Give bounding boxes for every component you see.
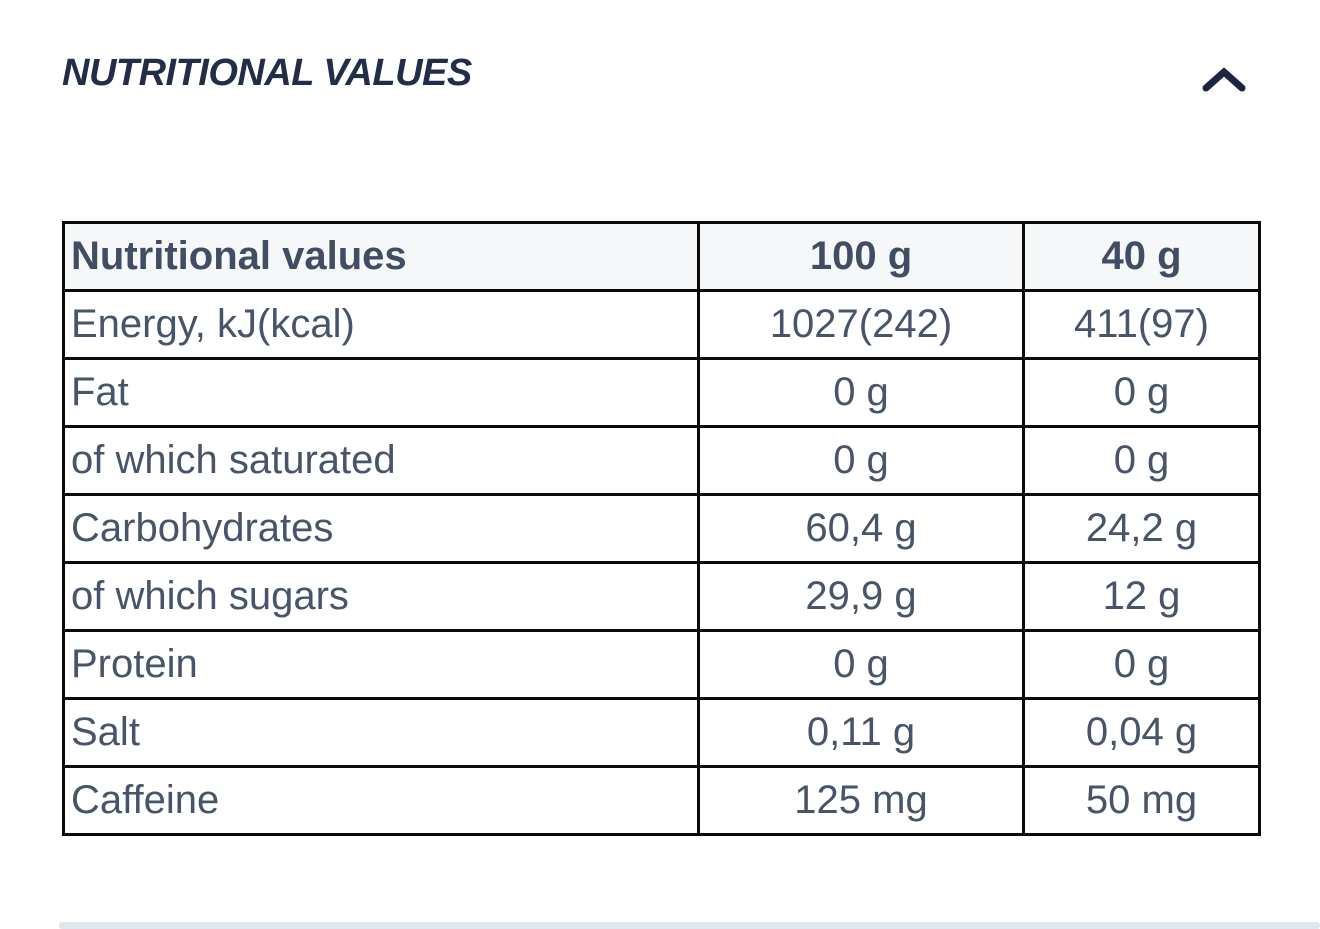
value-per-100g: 125 mg xyxy=(697,765,1025,836)
value-per-100g: 60,4 g xyxy=(697,493,1025,564)
value-per-40g: 0 g xyxy=(1022,629,1261,700)
nutritional-values-section-header: NUTRITIONAL VALUES xyxy=(0,0,1320,130)
chevron-up-icon xyxy=(1201,66,1247,94)
value-per-40g: 411(97) xyxy=(1022,289,1261,360)
table-row: Carbohydrates 60,4 g 24,2 g xyxy=(62,493,1261,564)
collapse-section-button[interactable] xyxy=(1198,62,1250,98)
value-per-100g: 1027(242) xyxy=(697,289,1025,360)
table-row: Energy, kJ(kcal) 1027(242) 411(97) xyxy=(62,289,1261,360)
table-row: Caffeine 125 mg 50 mg xyxy=(62,765,1261,836)
value-per-100g: 29,9 g xyxy=(697,561,1025,632)
table-row: of which sugars 29,9 g 12 g xyxy=(62,561,1261,632)
table-header-row: Nutritional values 100 g 40 g xyxy=(62,221,1261,292)
value-per-100g: 0 g xyxy=(697,357,1025,428)
section-divider xyxy=(59,922,1320,929)
column-header-per-40g: 40 g xyxy=(1022,221,1261,292)
nutrient-label: Fat xyxy=(62,357,700,428)
nutrient-label: of which saturated xyxy=(62,425,700,496)
value-per-40g: 50 mg xyxy=(1022,765,1261,836)
section-title: NUTRITIONAL VALUES xyxy=(62,52,472,94)
nutrient-label: Carbohydrates xyxy=(62,493,700,564)
nutrient-label: Energy, kJ(kcal) xyxy=(62,289,700,360)
value-per-40g: 12 g xyxy=(1022,561,1261,632)
value-per-40g: 0,04 g xyxy=(1022,697,1261,768)
value-per-40g: 0 g xyxy=(1022,357,1261,428)
value-per-100g: 0,11 g xyxy=(697,697,1025,768)
value-per-100g: 0 g xyxy=(697,425,1025,496)
nutrient-label: Protein xyxy=(62,629,700,700)
value-per-40g: 0 g xyxy=(1022,425,1261,496)
nutritional-values-table: Nutritional values 100 g 40 g Energy, kJ… xyxy=(62,221,1261,836)
value-per-100g: 0 g xyxy=(697,629,1025,700)
table-row: Salt 0,11 g 0,04 g xyxy=(62,697,1261,768)
nutrient-label: of which sugars xyxy=(62,561,700,632)
column-header-per-100g: 100 g xyxy=(697,221,1025,292)
column-header-nutrient: Nutritional values xyxy=(62,221,700,292)
value-per-40g: 24,2 g xyxy=(1022,493,1261,564)
nutrient-label: Caffeine xyxy=(62,765,700,836)
nutrient-label: Salt xyxy=(62,697,700,768)
